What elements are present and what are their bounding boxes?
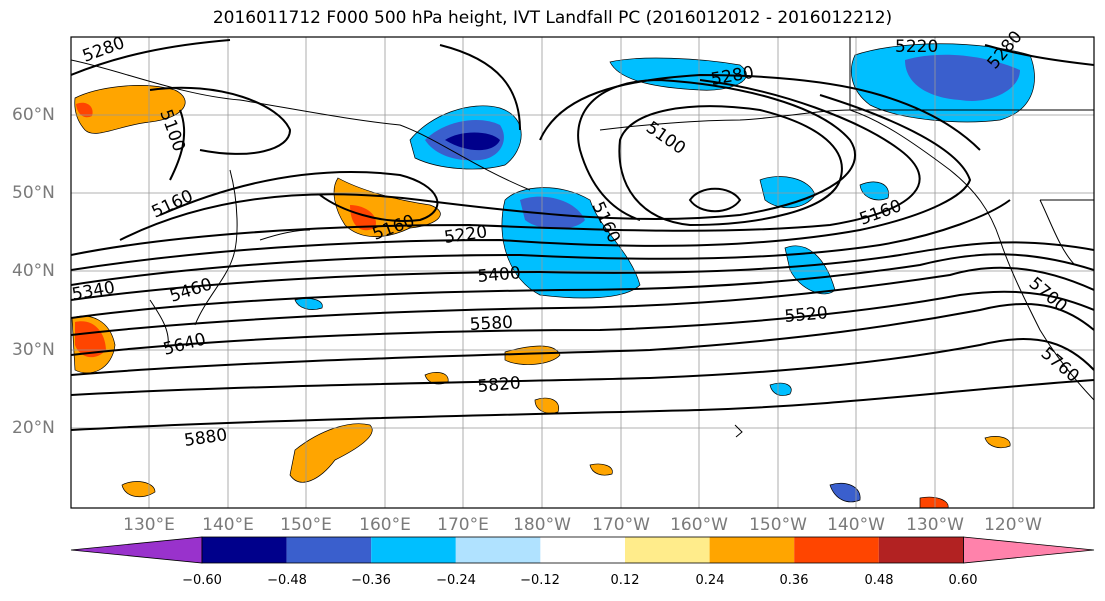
pos-blob-kuril-core <box>350 205 376 231</box>
lon-label: 170°W <box>592 515 650 535</box>
contour-label: 5280 <box>80 33 127 67</box>
pos-blob-small2 <box>534 397 560 414</box>
lon-label: 170°E <box>437 515 489 535</box>
colorbar-segment <box>625 537 710 563</box>
colorbar-tick-label: −0.24 <box>436 573 476 588</box>
lon-label: 130°E <box>123 515 175 535</box>
contour-label: 5340 <box>70 278 116 305</box>
pos-blob-west-core <box>75 321 106 358</box>
pos-blob-small3 <box>121 481 156 498</box>
neg-blob-bering-core <box>445 132 500 151</box>
colorbar-segment <box>709 537 795 563</box>
colorbar-tick-label: 0.24 <box>695 573 725 588</box>
lat-label: 60°N <box>12 105 55 125</box>
contour-label: 5820 <box>477 373 522 397</box>
colorbar-segment <box>455 537 541 563</box>
lon-label: 150°E <box>280 515 332 535</box>
colorbar-segment <box>794 537 879 563</box>
contour-label: 5880 <box>183 425 229 451</box>
neg-blob-small1 <box>294 298 323 310</box>
contour-label: 5700 <box>1025 274 1071 317</box>
neg-blob-se <box>829 482 861 503</box>
neg-blob-alaska-mid <box>905 54 1020 101</box>
pos-blob-se <box>919 496 949 508</box>
lon-label: 160°E <box>359 515 411 535</box>
pos-blob-hawaii <box>504 345 561 365</box>
lon-label: 150°W <box>749 515 807 535</box>
colorbar-segment <box>286 537 372 563</box>
colorbar-tick-label: −0.36 <box>351 573 391 588</box>
contour-label: 5580 <box>469 313 513 335</box>
lat-label: 20°N <box>12 418 55 438</box>
pos-blob-nw <box>74 85 186 134</box>
pos-blob-nw-core <box>76 102 93 118</box>
height-contours <box>71 39 1094 431</box>
colorbar-segment <box>371 537 456 563</box>
contour-label: 5160 <box>149 186 197 222</box>
colorbar <box>70 536 1095 564</box>
lon-label: 180°W <box>513 515 571 535</box>
colorbar-tick-label: −0.60 <box>182 573 222 588</box>
colorbar-tick-label: −0.48 <box>267 573 307 588</box>
lon-label: 140°E <box>202 515 254 535</box>
colorbar-tick-label: 0.60 <box>948 573 978 588</box>
neg-blob-small2 <box>769 382 792 396</box>
lon-label: 130°W <box>906 515 964 535</box>
colorbar-tick-label: −0.12 <box>520 573 560 588</box>
neg-blob-central-mid <box>520 196 585 229</box>
contour-label: 5220 <box>895 37 938 57</box>
colorbar-segment <box>878 537 964 563</box>
colorbar-tick-label: 0.48 <box>864 573 894 588</box>
lat-label: 50°N <box>12 183 55 203</box>
map-frame <box>70 36 1095 509</box>
coastlines <box>71 37 1094 438</box>
colorbar-tick-label: 0.12 <box>610 573 640 588</box>
lon-label: 160°W <box>670 515 728 535</box>
lon-label: 120°W <box>984 515 1042 535</box>
pos-blob-small5 <box>984 436 1011 449</box>
pos-blob-south <box>289 423 373 483</box>
contour-label: 5520 <box>784 303 829 327</box>
colorbar-max-extend <box>963 536 1095 564</box>
neg-blob-small3 <box>859 181 889 201</box>
lon-label: 140°W <box>827 515 885 535</box>
colorbar-segment <box>202 537 287 563</box>
contour-label: 5640 <box>161 329 208 360</box>
ivt-shading <box>71 43 1035 508</box>
neg-blob-gulf <box>759 176 816 208</box>
lat-label: 30°N <box>12 340 55 360</box>
contour-label: 5400 <box>477 263 522 287</box>
colorbar-min-extend <box>70 536 203 564</box>
pos-blob-small4 <box>589 463 613 476</box>
map-title: 2016011712 F000 500 hPa height, IVT Land… <box>212 8 893 28</box>
colorbar-tick-label: 0.36 <box>779 573 809 588</box>
colorbar-segment <box>540 537 625 563</box>
lat-label: 40°N <box>12 261 55 281</box>
